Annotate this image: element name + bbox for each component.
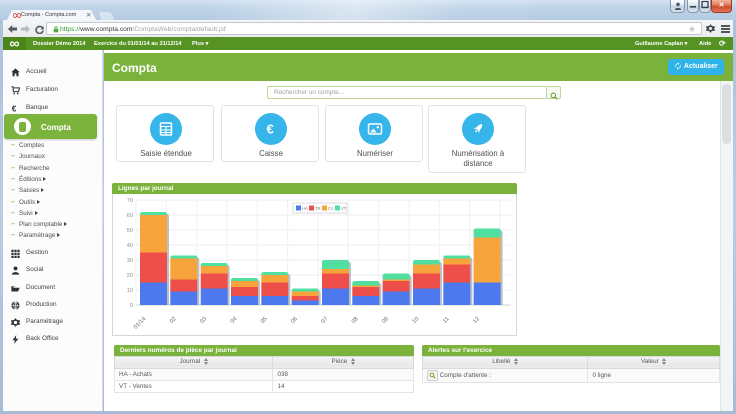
svg-text:08: 08 xyxy=(351,316,360,325)
svg-text:€: € xyxy=(267,122,274,137)
svg-text:02: 02 xyxy=(169,316,178,325)
svg-text:06: 06 xyxy=(290,316,299,325)
svg-text:HA: HA xyxy=(302,206,308,211)
svg-text:07: 07 xyxy=(321,316,330,325)
svg-text:09: 09 xyxy=(381,316,390,325)
svg-text:05: 05 xyxy=(260,316,269,325)
svg-text:VT: VT xyxy=(341,206,347,211)
svg-text:70: 70 xyxy=(127,198,133,204)
svg-text:04: 04 xyxy=(230,316,239,325)
svg-text:TR: TR xyxy=(315,206,321,211)
svg-text:CA: CA xyxy=(328,206,334,211)
svg-text:60: 60 xyxy=(127,213,133,219)
svg-text:20: 20 xyxy=(127,273,133,279)
svg-text:€: € xyxy=(12,104,17,113)
svg-text:50: 50 xyxy=(127,228,133,234)
svg-text:12: 12 xyxy=(472,316,481,325)
svg-text:10: 10 xyxy=(127,288,133,294)
svg-text:40: 40 xyxy=(127,243,133,249)
svg-text:0: 0 xyxy=(130,303,133,309)
svg-text:11: 11 xyxy=(442,316,451,325)
svg-text:30: 30 xyxy=(127,258,133,264)
svg-text:03: 03 xyxy=(199,316,208,325)
svg-text:01/14: 01/14 xyxy=(133,316,148,331)
svg-text:10: 10 xyxy=(412,316,421,325)
